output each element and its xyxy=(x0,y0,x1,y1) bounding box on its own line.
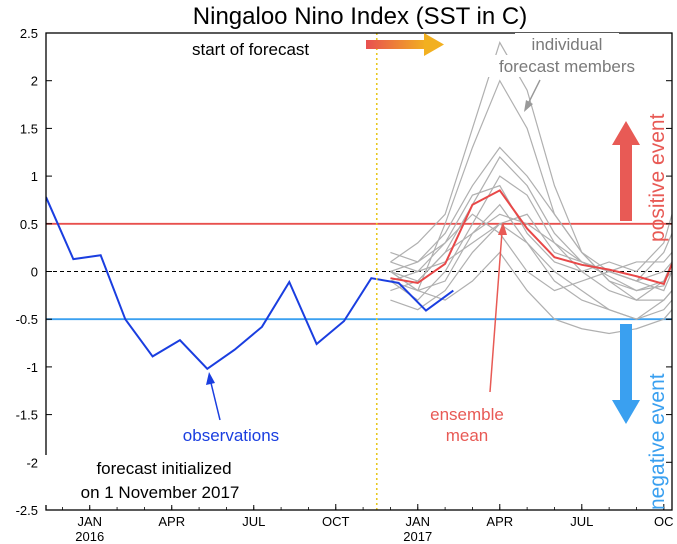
y-tick-label-7: -1 xyxy=(26,360,38,375)
member-line-7 xyxy=(390,203,672,320)
init-label-line1: forecast initialized xyxy=(96,459,231,478)
start-of-forecast-label: start of forecast xyxy=(192,40,309,59)
x-tick-label-4: JAN xyxy=(405,514,430,529)
member-line-1 xyxy=(390,41,672,292)
member-line-5 xyxy=(390,223,672,320)
start-of-forecast-label-bg xyxy=(188,36,356,60)
y-tick-label-8: -1.5 xyxy=(16,408,38,423)
member-line-4 xyxy=(390,175,672,301)
mean-label: mean xyxy=(446,426,489,445)
member-line-10 xyxy=(390,213,672,292)
members-pointer-arrow xyxy=(524,79,541,112)
y-tick-label-10: -2.5 xyxy=(16,503,38,518)
negative-arrow xyxy=(612,324,640,424)
y-tick-label-1: 2 xyxy=(31,74,38,89)
y-tick-label-6: -0.5 xyxy=(16,312,38,327)
individual-label-bg xyxy=(515,33,619,53)
observations-label: observations xyxy=(183,426,279,445)
chart-title: Ningaloo Nino Index (SST in C) xyxy=(193,3,527,30)
y-tick-label-2: 1.5 xyxy=(20,121,38,136)
x-tick-label-5: APR xyxy=(486,514,513,529)
x-tick-label-3: OCT xyxy=(322,514,350,529)
member-line-6 xyxy=(390,184,672,273)
init-label-bg xyxy=(44,455,274,505)
start-of-forecast-arrow xyxy=(366,33,444,56)
init-label-line2: on 1 November 2017 xyxy=(81,483,240,502)
x-tick-label-2: JUL xyxy=(242,514,265,529)
member-line-0 xyxy=(390,79,672,292)
y-tick-label-9: -2 xyxy=(26,455,38,470)
x-tick-label-0: JAN xyxy=(77,514,102,529)
member-line-11 xyxy=(390,213,672,292)
negative-event-label: negative event xyxy=(646,373,669,510)
forecast-members-label: forecast members xyxy=(499,57,635,76)
y-tick-label-5: 0 xyxy=(31,265,38,280)
x-tick-label-6: JUL xyxy=(570,514,593,529)
x-tick-year-0: 2016 xyxy=(75,529,104,544)
positive-event-label: positive event xyxy=(646,113,669,242)
ensemble-label-bg xyxy=(412,402,524,446)
individual-label: individual xyxy=(532,35,603,54)
positive-arrow xyxy=(612,121,640,221)
member-line-9 xyxy=(390,213,672,292)
ensemble-label: ensemble xyxy=(430,405,504,424)
member-line-8 xyxy=(390,251,672,335)
member-line-3 xyxy=(390,146,672,301)
forecast-members-label-bg xyxy=(470,55,668,77)
observations-pointer-arrow xyxy=(206,372,221,421)
y-tick-label-4: 0.5 xyxy=(20,217,38,232)
observations-line xyxy=(46,196,454,371)
ensemble-pointer-arrow xyxy=(489,222,507,393)
x-tick-year-4: 2017 xyxy=(403,529,432,544)
x-tick-label-1: APR xyxy=(158,514,185,529)
y-tick-label-3: 1 xyxy=(31,169,38,184)
y-tick-label-0: 2.5 xyxy=(20,26,38,41)
x-tick-label-7: OC xyxy=(654,514,674,529)
ensemble-mean-line xyxy=(390,189,672,286)
